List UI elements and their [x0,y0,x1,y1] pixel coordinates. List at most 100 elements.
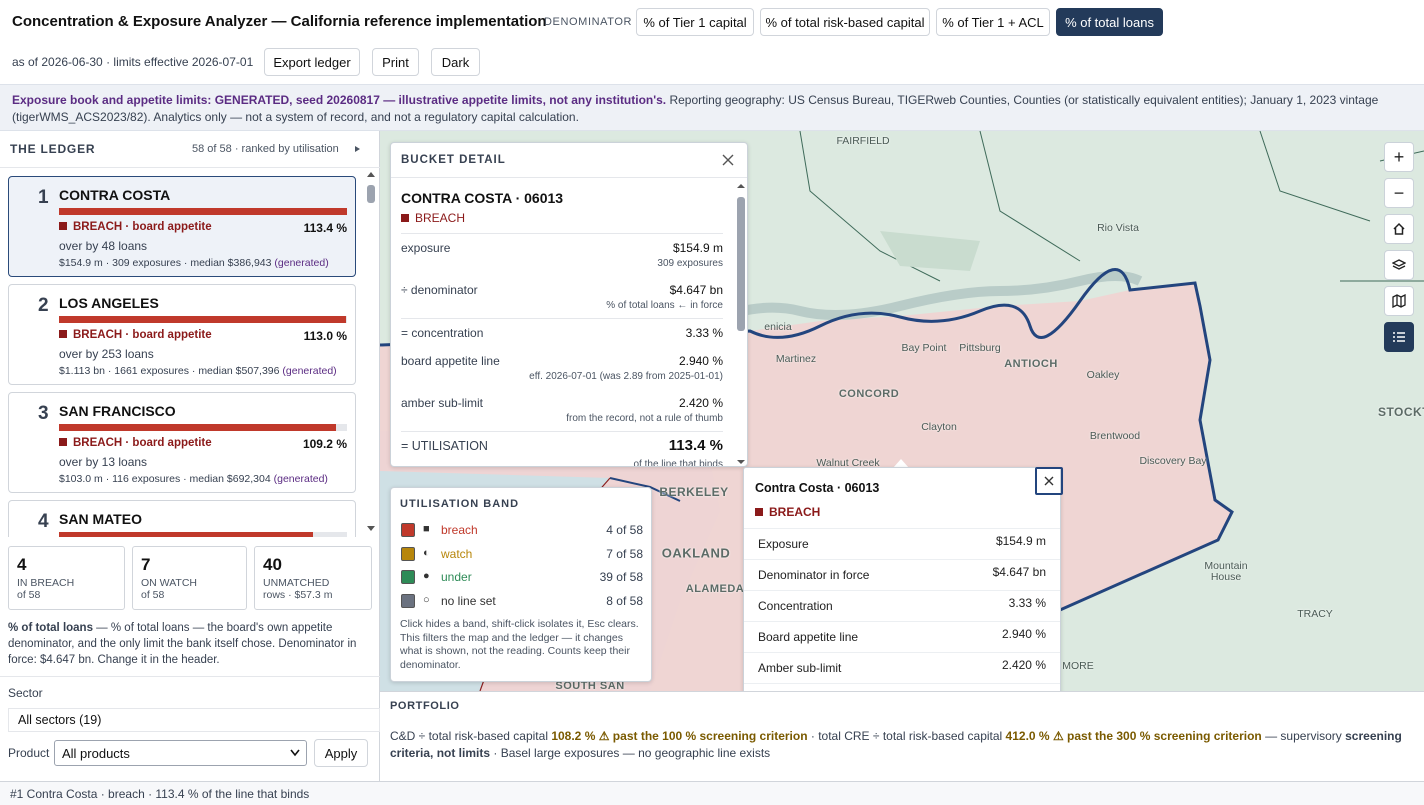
place-label: SOUTH SAN [555,680,625,691]
ledger-item[interactable]: 1 CONTRA COSTA BREACH · board appetite 113.… [8,176,356,277]
ledger-item[interactable]: 3 SAN FRANCISCO BREACH · board appetite 109… [8,392,356,493]
stat-label: UNMATCHED [263,577,330,589]
place-label: enicia [764,321,792,333]
band-item[interactable]: ○ no line set 8 of 58 [401,593,643,611]
tooltip-value: $154.9 m [995,534,1046,548]
product-select[interactable]: All products [54,740,307,766]
band-name: watch [441,546,473,561]
status: BREACH · board appetite [59,221,212,233]
legend-button[interactable] [1384,322,1414,352]
rank: 3 [38,403,49,424]
apply-button[interactable]: Apply [314,739,368,767]
band-name: no line set [441,593,496,608]
status-bar: #1 Contra Costa · breach · 113.4 % of th… [0,781,1424,805]
place-label: Pittsburg [959,342,1001,354]
denominator-label: DENOMINATOR [544,16,633,28]
ledger-item[interactable]: 2 LOS ANGELES BREACH · board appetite 113.0… [8,284,356,385]
row-value: 3.33 % [685,326,723,340]
detail-row: = concentration 3.33 % [401,318,723,347]
band-swatch [401,593,415,608]
print-button[interactable]: Print [372,48,419,76]
over-by: over by 13 loans [59,455,148,469]
map[interactable]: FAIRFIELD Rio Vista enicia Martinez Bay … [380,131,1424,691]
place-label: Brentwood [1089,430,1141,442]
row-note: eff. 2026-07-01 (was 2.89 from 2025-01-0… [529,371,723,382]
basemap-button[interactable] [1384,286,1414,316]
bucket-title: BUCKET DETAIL [401,154,506,166]
detail: $103.0 m · 116 exposures · median $692,3… [59,473,328,485]
zoom-out[interactable]: − [1384,178,1414,208]
place-label: CONCORD [838,388,900,400]
tooltip: Contra Costa · 06013 BREACH Exposure $154… [743,467,1063,691]
portfolio-text: C&D ÷ total risk-based capital 108.2 % ⚠… [390,728,1410,762]
bucket-rows: exposure $154.9 m 309 exposures ÷ denominat… [401,233,723,466]
divider [391,177,747,178]
tooltip-row: Amber sub-limit 2.420 % [744,652,1060,683]
stat-label: IN BREACH [17,577,75,589]
layers-icon [1392,259,1406,270]
sector-select[interactable]: All sectors (19) [8,708,380,732]
close-button[interactable] [721,153,735,167]
tooltip-close[interactable] [1035,467,1063,495]
tooltip-value: 2.940 % [1001,627,1046,641]
county-name: SAN FRANCISCO [59,403,176,419]
tooltip-row: Denominator in force $4.647 bn [744,559,1060,590]
ledger-item[interactable]: 4 SAN MATEO [8,500,356,537]
detail-row: ÷ denominator $4.647 bn % of total loans ←… [401,276,723,318]
generated-tag: (generated) [274,257,329,269]
utilisation-label: 113.4 % [303,221,347,235]
zoom-in[interactable]: + [1384,142,1414,172]
tooltip-label: Denominator in force [758,568,870,582]
place-label: FAIRFIELD [836,135,890,147]
expand-icon[interactable] [354,145,362,153]
denominator-option[interactable]: % of Tier 1 capital [636,8,754,36]
tooltip-label: Board appetite line [758,630,859,644]
layers-button[interactable] [1384,250,1414,280]
utilisation-label: 109.2 % [302,437,347,451]
utilisation-bar [59,316,346,323]
place-label: Discovery Bay [1139,455,1207,467]
note-text: — % of total loans — the board's own app… [8,622,357,666]
band-item[interactable]: ◐ watch 7 of 58 [401,546,643,564]
detail: $154.9 m · 309 exposures · median $386,9… [59,257,329,269]
row-label: exposure [401,241,451,255]
row-label: ÷ denominator [401,283,478,297]
tooltip-value: 2.420 % [1001,658,1046,672]
band-item[interactable]: ● under 39 of 58 [401,569,643,587]
tooltip-rows: Exposure $154.9 m Denominator in force $4.6… [744,528,1060,691]
county-name: CONTRA COSTA [59,187,171,203]
scrollbar[interactable] [364,169,378,537]
dark-button[interactable]: Dark [431,48,480,76]
portfolio: PORTFOLIO C&D ÷ total risk-based capital… [380,691,1424,781]
denominator-option[interactable]: % of Tier 1 + ACL [936,8,1050,36]
export-button[interactable]: Export ledger [264,48,360,76]
row-label: amber sub-limit [401,396,484,410]
scrollbar[interactable] [735,181,747,467]
divider [0,676,380,677]
row-value: 2.420 % [678,396,723,410]
tooltip-row: Exposure $154.9 m [744,528,1060,559]
detail-row: = UTILISATION 113.4 % of the line that bin… [401,431,723,466]
home-button[interactable] [1384,214,1414,244]
ratio-warning: ⚠ past the 100 % screening criterion [598,729,808,743]
denominator-option[interactable]: % of total risk-based capital [760,8,930,36]
detail-text: $103.0 m · 116 exposures · median $692,3… [59,473,271,485]
utilisation-band: UTILISATION BAND ■ breach 4 of 58 ◐ watch 7 o… [390,487,652,682]
bucket-detail: BUCKET DETAIL CONTRA COSTA · 06013 BREAC… [390,142,748,467]
tooltip-title: Contra Costa · 06013 [755,481,880,495]
banner-bold: Exposure book and appetite limits: GENER… [12,93,667,107]
denominator-option[interactable]: % of total loans [1056,8,1163,36]
ledger-title: THE LEDGER [10,142,96,156]
band-symbol: ■ [423,523,430,535]
map-icon [1392,294,1406,308]
row-label: = UTILISATION [401,439,488,453]
ratio-warning: ⚠ past the 300 % screening criterion [1052,729,1262,743]
close-icon [1044,476,1054,486]
stat-box: 7 ON WATCH of 58 [132,546,247,610]
denominator-note: % of total loans — % of total loans — th… [8,620,368,668]
band-item[interactable]: ■ breach 4 of 58 [401,522,643,540]
stat-sub: of 58 [17,589,41,601]
detail-text: $1.113 bn · 1661 exposures · median $507… [59,365,280,377]
place-label: Oakley [1086,369,1120,381]
